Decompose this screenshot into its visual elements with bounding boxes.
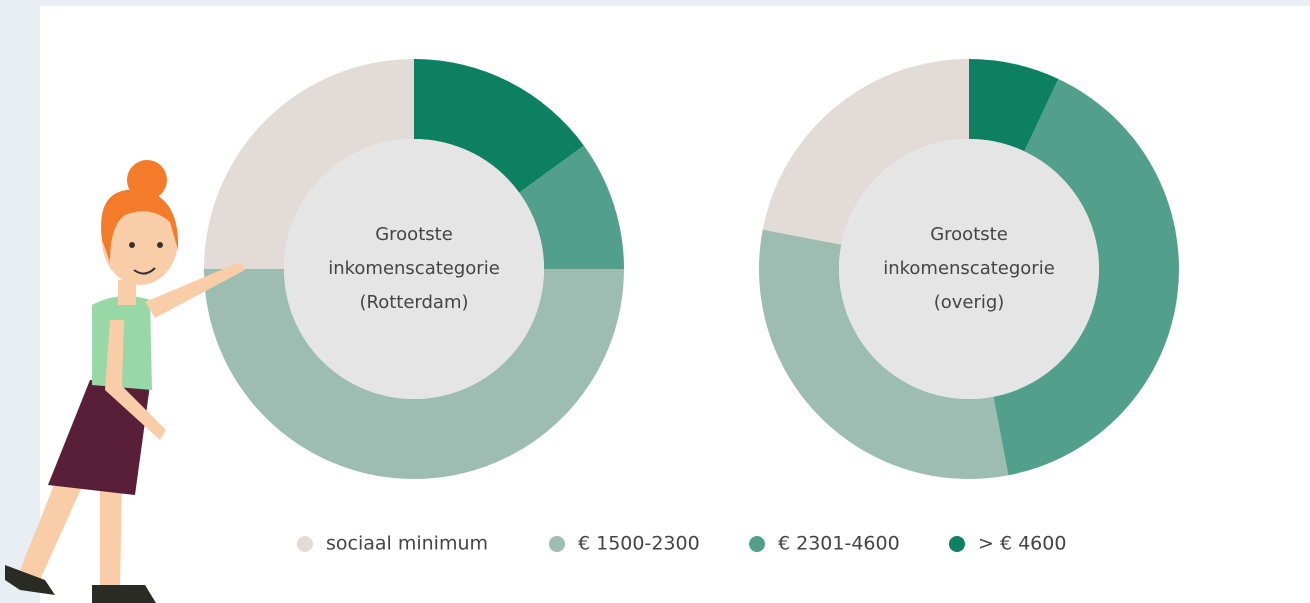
leg (20, 470, 85, 580)
skirt (48, 380, 150, 495)
center-label: Grootste (375, 224, 453, 245)
center-label: (Rotterdam) (359, 292, 468, 313)
legend-marker (749, 536, 765, 552)
shoe (92, 585, 156, 603)
legend-marker (549, 536, 565, 552)
center-label: (overig) (934, 292, 1005, 313)
donut-segment (969, 59, 1059, 152)
donut-hole (284, 139, 544, 399)
legend-marker (949, 536, 965, 552)
donut-segment (204, 269, 624, 479)
donut-segment (519, 145, 624, 269)
legend-label: € 1500-2300 (578, 533, 700, 555)
center-label: inkomenscategorie (883, 258, 1055, 279)
donut-hole (839, 139, 1099, 399)
leg (100, 480, 122, 590)
donut-segment (759, 229, 1009, 479)
arm (145, 262, 245, 318)
donut-segment (762, 59, 969, 245)
character-illustration (5, 160, 245, 603)
legend-label: € 2301-4600 (778, 533, 900, 555)
center-label: inkomenscategorie (328, 258, 500, 279)
card-gap (40, 0, 1310, 6)
donut-segment (204, 59, 414, 269)
eye (129, 242, 135, 248)
legend-label: > € 4600 (978, 533, 1066, 555)
legend: sociaal minimum € 1500-2300 € 2301-4600 > €… (297, 533, 1066, 555)
center-label: Grootste (930, 224, 1008, 245)
shoe (5, 565, 55, 595)
eye (157, 242, 163, 248)
neck (118, 280, 136, 305)
legend-label: sociaal minimum (326, 533, 488, 555)
hair (101, 189, 179, 262)
donut-segment (993, 78, 1179, 476)
donut-segment (414, 59, 584, 193)
arm (105, 320, 166, 440)
donuts: Grootste inkomenscategorie (Rotterdam) Groo… (204, 59, 1179, 479)
legend-marker (297, 536, 313, 552)
mouth (133, 267, 156, 275)
hair-bun (127, 160, 167, 200)
